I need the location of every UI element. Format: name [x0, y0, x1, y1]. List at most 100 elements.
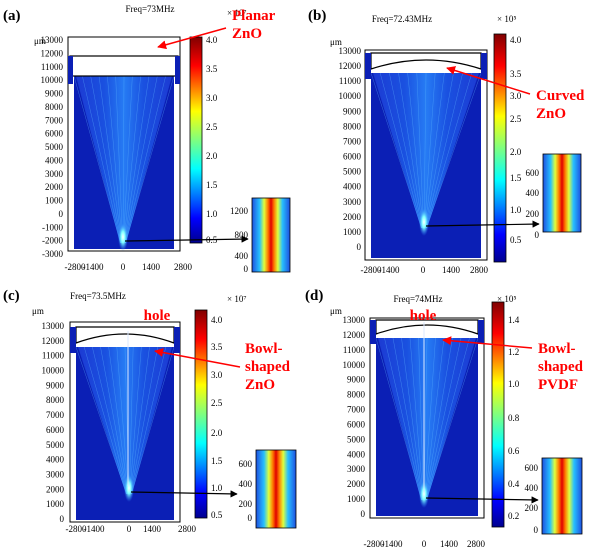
frequency-label: Freq=73.5MHz: [70, 291, 126, 301]
inset-tick-label: 600: [526, 168, 540, 178]
colorbar-tick-label: 1.0: [206, 209, 218, 219]
inset-tick-label: 200: [525, 503, 539, 513]
beam-ray: [122, 75, 125, 244]
beam-ray: [424, 72, 454, 229]
beam-ray: [425, 72, 473, 229]
plot-frame: [369, 317, 485, 519]
hole-label: hole: [410, 308, 437, 324]
side-wall: [175, 56, 180, 84]
beam-ray: [401, 337, 424, 501]
beam-ray: [108, 346, 129, 495]
colorbar-tick-label: 2.0: [211, 428, 223, 438]
y-tick-label: 12000: [343, 330, 366, 340]
colorbar-tick-label: 2.0: [510, 147, 522, 157]
colorbar-tick-label: 1.5: [211, 456, 223, 466]
transducer-annotation: ZnO: [536, 106, 566, 122]
inset-tick-label: 600: [525, 463, 539, 473]
y-tick-label: 2000: [347, 479, 366, 489]
colorbar-tick-label: 0.5: [211, 510, 223, 520]
y-tick-label: 2000: [343, 212, 362, 222]
inset-tick-label: 0: [534, 525, 539, 535]
beam-ray: [389, 72, 423, 229]
x-tick-label: 2800: [467, 539, 486, 549]
x-tick-label: -1400: [382, 539, 403, 549]
beam-ray: [424, 337, 436, 501]
x-tick-label: -1400: [83, 262, 104, 272]
beam-ray: [82, 75, 122, 244]
frequency-label: Freq=74MHz: [393, 294, 442, 304]
y-tick-label: 7000: [347, 405, 366, 415]
y-tick-label: 4000: [46, 455, 65, 465]
y-tick-label: 3000: [343, 197, 362, 207]
y-tick-label: 13000: [343, 315, 366, 325]
y-tick-label: -3000: [42, 249, 63, 259]
beam-ray: [124, 75, 158, 244]
focal-spot: [419, 480, 429, 508]
y-tick-label: 10000: [42, 366, 65, 376]
beam-ray: [425, 337, 470, 501]
x-tick-label: 1400: [142, 262, 161, 272]
y-tick-label: 2000: [46, 484, 65, 494]
x-tick-label: 1400: [440, 539, 459, 549]
beam-ray: [375, 337, 422, 501]
transducer-bowl: [370, 52, 482, 70]
panel-c: (c) Freq=73.5MHz μm × 10⁷ hole 13000 12000 1100…: [3, 288, 297, 534]
panel-letter: (d): [305, 288, 323, 304]
y-tick-label: 8000: [46, 395, 65, 405]
side-wall: [68, 56, 73, 84]
beam-ray: [379, 72, 423, 229]
transducer-annotation: Bowl-: [538, 341, 576, 357]
y-tick-label: 10000: [41, 75, 64, 85]
plot-frame: [69, 321, 181, 523]
beam-ray: [129, 346, 150, 495]
beam-ray: [407, 72, 424, 229]
inset-tick-label: 400: [239, 479, 253, 489]
side-wall: [370, 320, 376, 344]
y-tick-label: 5000: [347, 434, 366, 444]
axis-unit-label: μm: [32, 306, 44, 316]
y-tick-label: 3000: [45, 169, 64, 179]
colorbar: [189, 36, 203, 244]
beam-ray: [424, 72, 436, 229]
colorbar-tick-label: 2.5: [206, 122, 218, 132]
focal-zoom-inset: [541, 457, 583, 535]
x-tick-label: -2800: [361, 265, 382, 275]
y-tick-label: 9000: [347, 375, 366, 385]
y-tick-label: 6000: [343, 152, 362, 162]
plot-frame: [364, 49, 488, 261]
beam-ray: [123, 75, 150, 244]
x-tick-label: 0: [127, 524, 132, 534]
colorbar-tick-label: 0.4: [508, 479, 520, 489]
beam-ray: [125, 75, 175, 244]
transducer-annotation: PVDF: [538, 377, 578, 393]
zoom-arrow: [425, 496, 539, 504]
x-tick-label: 2800: [178, 524, 197, 534]
transducer-annotation: Planar: [232, 8, 276, 24]
focal-zoom-inset: [251, 197, 291, 273]
axis-unit-label: μm: [330, 306, 342, 316]
colorbar-tick-label: 4.0: [510, 35, 522, 45]
colorbar: [493, 33, 507, 263]
transducer-annotation: Curved: [536, 88, 585, 104]
y-tick-label: 5000: [45, 142, 64, 152]
colorbar-tick-label: 1.0: [211, 483, 223, 493]
colorbar: [491, 301, 505, 528]
y-tick-label: 1000: [347, 494, 366, 504]
focusing-cone: [76, 76, 172, 243]
transducer-bowl: [75, 326, 175, 344]
y-tick-label: 0: [357, 242, 362, 252]
x-tick-label: -2800: [364, 539, 385, 549]
colorbar-tick-label: 4.0: [206, 35, 218, 45]
colorbar-tick-label: 2.5: [510, 114, 522, 124]
zoom-arrow: [124, 235, 249, 243]
y-tick-label: 3000: [347, 464, 366, 474]
y-tick-label: -1000: [42, 222, 63, 232]
zoom-arrow: [425, 220, 540, 228]
beam-ray: [424, 337, 453, 501]
beam-ray: [426, 337, 479, 501]
colorbar-tick-label: 3.0: [510, 91, 522, 101]
y-tick-label: 12000: [41, 48, 64, 58]
beam-ray: [416, 72, 424, 229]
side-wall: [70, 327, 76, 353]
y-tick-label: 6000: [45, 129, 64, 139]
